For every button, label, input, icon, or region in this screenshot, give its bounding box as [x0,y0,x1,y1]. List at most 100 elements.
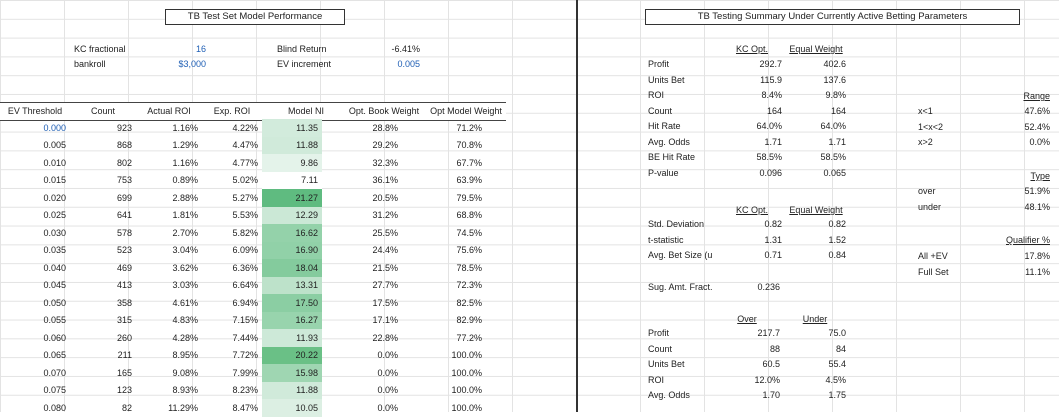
cell-model-ni[interactable]: 13.31 [262,276,322,294]
cell-opt-model-weight[interactable]: 100.0% [451,402,482,413]
cell-opt-model-weight[interactable]: 68.8% [456,210,482,221]
cell-actual-roi[interactable]: 2.70% [172,227,198,238]
cell-actual-roi[interactable]: 4.83% [172,315,198,326]
cell-count[interactable]: 868 [116,140,132,151]
range-value[interactable]: 47.6% [1024,106,1050,116]
cell-ev-threshold[interactable]: 0.000 [43,122,66,133]
over-under-value[interactable]: 217.7 [757,328,780,338]
cell-opt-model-weight[interactable]: 82.5% [456,297,482,308]
cell-opt-model-weight[interactable]: 77.2% [456,332,482,343]
cell-opt-model-weight[interactable]: 74.5% [456,227,482,238]
summary-value[interactable]: 137.6 [823,74,846,85]
cell-count[interactable]: 802 [116,157,132,168]
summary-value[interactable]: 58.5% [756,152,782,162]
cell-ev-threshold[interactable]: 0.020 [43,192,66,203]
cell-exp-roi[interactable]: 5.02% [232,175,258,186]
cell-actual-roi[interactable]: 11.29% [168,402,198,413]
cell-count[interactable]: 165 [116,367,132,378]
cell-count[interactable]: 641 [116,210,132,221]
cell-model-ni[interactable]: 18.04 [262,259,322,277]
cell-model-ni[interactable]: 9.86 [262,154,322,172]
type-value[interactable]: 51.9% [1024,186,1050,196]
cell-actual-roi[interactable]: 1.81% [172,210,198,221]
cell-actual-roi[interactable]: 2.88% [172,192,198,203]
cell-count[interactable]: 699 [116,192,132,203]
range-value[interactable]: 52.4% [1024,121,1050,132]
cell-ev-threshold[interactable]: 0.065 [43,350,66,361]
cell-opt-model-weight[interactable]: 78.5% [456,262,482,273]
cell-opt-book-weight[interactable]: 17.5% [372,297,398,308]
cell-ev-threshold[interactable]: 0.050 [43,297,66,308]
param-value-ev-increment[interactable]: 0.005 [397,59,420,69]
cell-count[interactable]: 358 [116,297,132,308]
table-row[interactable]: 0.055 315 4.83% 7.15% 16.27 17.1% 82.9% [0,311,486,329]
cell-opt-book-weight[interactable]: 0.0% [377,402,398,413]
cell-model-ni[interactable]: 7.11 [262,171,322,189]
cell-actual-roi[interactable]: 8.95% [172,350,198,361]
cell-exp-roi[interactable]: 8.47% [232,402,258,413]
table-row[interactable]: 0.005 868 1.29% 4.47% 11.88 29.2% 70.8% [0,136,486,154]
cell-ev-threshold[interactable]: 0.040 [43,262,66,273]
cell-exp-roi[interactable]: 6.94% [232,297,258,308]
cell-count[interactable]: 469 [116,262,132,273]
cell-count[interactable]: 578 [116,227,132,238]
over-under-value[interactable]: 60.5 [762,359,780,369]
cell-opt-book-weight[interactable]: 0.0% [377,367,398,378]
cell-exp-roi[interactable]: 5.53% [232,210,258,221]
cell-model-ni[interactable]: 21.27 [262,189,322,207]
summary-value[interactable]: 164 [766,105,782,116]
cell-ev-threshold[interactable]: 0.035 [43,245,66,256]
stats-value[interactable]: 0.82 [828,219,846,229]
cell-actual-roi[interactable]: 4.28% [172,332,198,343]
cell-model-ni[interactable]: 15.98 [262,364,322,382]
cell-model-ni[interactable]: 20.22 [262,346,322,364]
cell-exp-roi[interactable]: 4.22% [232,122,258,133]
cell-actual-roi[interactable]: 1.29% [172,140,198,151]
cell-exp-roi[interactable]: 7.44% [232,332,258,343]
over-under-value[interactable]: 1.75 [828,390,846,400]
cell-ev-threshold[interactable]: 0.015 [43,175,66,186]
cell-model-ni[interactable]: 10.05 [262,399,322,417]
summary-value[interactable]: 8.4% [761,90,782,100]
cell-count[interactable]: 123 [116,385,132,396]
cell-actual-roi[interactable]: 8.93% [172,385,198,396]
cell-actual-roi[interactable]: 0.89% [172,175,198,186]
cell-exp-roi[interactable]: 5.27% [232,192,258,203]
stats-value[interactable]: 1.31 [764,234,782,245]
cell-opt-book-weight[interactable]: 17.1% [372,315,398,326]
qualifier-value[interactable]: 17.8% [1024,251,1050,261]
cell-exp-roi[interactable]: 5.82% [232,227,258,238]
summary-value[interactable]: 0.065 [823,167,846,178]
param-value-bankroll[interactable]: $3,000 [178,59,206,69]
cell-actual-roi[interactable]: 1.16% [172,157,198,168]
cell-ev-threshold[interactable]: 0.030 [43,227,66,238]
cell-opt-book-weight[interactable]: 31.2% [372,210,398,221]
cell-ev-threshold[interactable]: 0.060 [43,332,66,343]
cell-actual-roi[interactable]: 3.04% [172,245,198,256]
cell-model-ni[interactable]: 11.93 [262,329,322,347]
cell-opt-model-weight[interactable]: 67.7% [456,157,482,168]
over-under-value[interactable]: 12.0% [754,374,780,385]
cell-exp-roi[interactable]: 6.64% [232,280,258,291]
summary-value[interactable]: 164 [830,105,846,116]
cell-opt-book-weight[interactable]: 21.5% [372,262,398,273]
cell-opt-book-weight[interactable]: 20.5% [372,192,398,203]
type-value[interactable]: 48.1% [1024,201,1050,212]
over-under-value[interactable]: 55.4 [828,359,846,369]
cell-actual-roi[interactable]: 9.08% [172,367,198,378]
table-row[interactable]: 0.015 753 0.89% 5.02% 7.11 36.1% 63.9% [0,171,486,189]
cell-model-ni[interactable]: 16.62 [262,224,322,242]
cell-opt-model-weight[interactable]: 71.2% [456,122,482,133]
table-row[interactable]: 0.040 469 3.62% 6.36% 18.04 21.5% 78.5% [0,259,486,277]
range-value[interactable]: 0.0% [1029,137,1050,147]
qualifier-value[interactable]: 11.1% [1025,266,1050,277]
cell-exp-roi[interactable]: 7.15% [232,315,258,326]
cell-ev-threshold[interactable]: 0.005 [43,140,66,151]
cell-exp-roi[interactable]: 7.99% [232,367,258,378]
cell-model-ni[interactable]: 16.90 [262,241,322,259]
cell-opt-book-weight[interactable]: 27.7% [372,280,398,291]
over-under-value[interactable]: 88 [769,343,780,354]
summary-value[interactable]: 1.71 [764,136,782,147]
cell-exp-roi[interactable]: 8.23% [232,385,258,396]
